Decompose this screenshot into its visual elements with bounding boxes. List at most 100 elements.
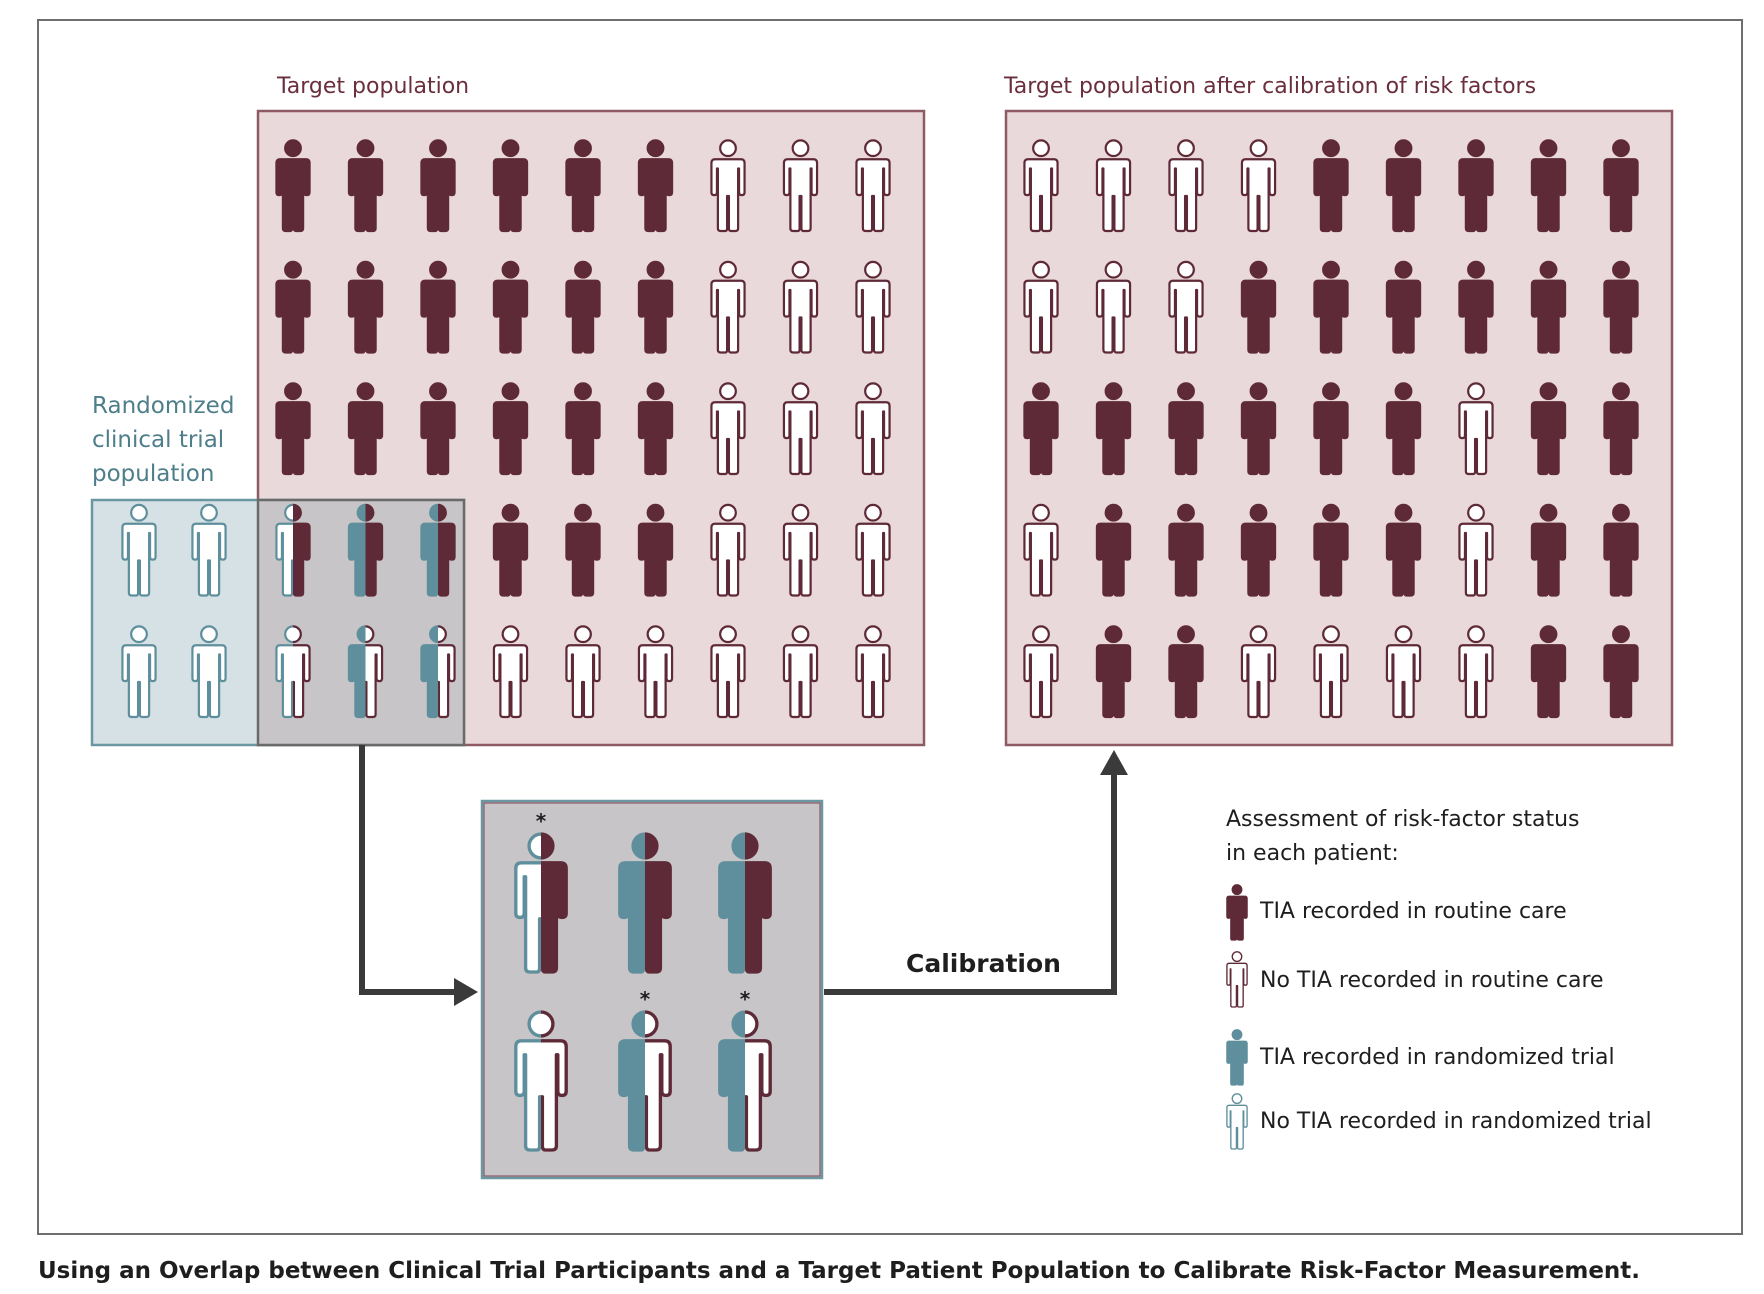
calibrated-population-icons [1023,139,1639,719]
legend-title-line-2: in each patient: [1226,841,1399,866]
person-icon [855,139,891,233]
person-icon [1530,625,1567,719]
asterisk-marker: * [536,809,547,833]
person-icon [1458,260,1494,354]
trial-label-line-3: population [92,461,214,487]
person-icon [275,260,311,354]
person-icon [420,503,456,597]
person-icon [1095,503,1132,597]
person-icon [1458,625,1494,719]
person-icon [1168,139,1204,233]
person-icon [718,1010,772,1152]
trial-label-line-1: Randomized [92,393,234,419]
person-icon [1168,625,1204,719]
person-icon [191,625,227,719]
person-icon [420,625,456,719]
person-icon [637,503,674,597]
person-icon [855,382,891,476]
person-icon [855,260,891,354]
overlap-to-calibration-arrow [359,745,478,1006]
person-icon [492,260,529,354]
person-icon [1385,382,1422,476]
person-icon [1168,260,1204,354]
person-icon [1168,382,1204,476]
person-icon [1023,139,1059,233]
person-icon [275,503,311,597]
person-icon [618,832,672,974]
person-icon [1240,625,1277,719]
person-icon [565,139,601,233]
calibration-label: Calibration [906,949,1061,978]
person-icon [782,503,819,597]
legend-label-routine-no-tia: No TIA recorded in routine care [1260,968,1604,993]
person-icon [1240,503,1277,597]
person-icon [710,503,746,597]
asterisk-marker: * [640,987,651,1011]
person-icon [514,832,568,974]
person-icon [782,625,819,719]
legend-trial-filled-icon [1226,1029,1248,1086]
person-icon [1603,503,1639,597]
person-icon [1313,503,1349,597]
legend-icons [1226,884,1248,1150]
person-icon [782,260,819,354]
legend-title: Assessment of risk-factor status in each… [1226,807,1587,866]
person-icon [1023,260,1059,354]
figure-caption: Using an Overlap between Clinical Trial … [38,1258,1640,1284]
legend-title-line-1: Assessment of risk-factor status [1226,807,1580,832]
person-icon [191,503,227,597]
target-after-calibration-label: Target population after calibration of r… [1003,74,1536,99]
person-icon [1530,139,1567,233]
person-icon [1458,503,1494,597]
person-icon [1240,260,1277,354]
person-icon [710,260,746,354]
person-icon [718,832,772,974]
legend-routine-filled-icon [1226,884,1248,941]
person-icon [855,503,891,597]
person-icon [1385,260,1422,354]
person-icon [1095,382,1132,476]
person-icon [782,382,819,476]
legend-label-routine-tia: TIA recorded in routine care [1259,899,1567,924]
person-icon [1530,503,1567,597]
person-icon [782,139,819,233]
person-icon [1530,382,1567,476]
trial-label-line-2: clinical trial [92,427,224,453]
person-icon [565,625,601,719]
person-icon [710,625,746,719]
legend-label-trial-no-tia: No TIA recorded in randomized trial [1260,1109,1652,1134]
person-icon [565,382,601,476]
person-icon [347,260,384,354]
person-icon [1095,625,1132,719]
person-icon [1240,382,1277,476]
person-icon [565,503,601,597]
person-icon [1095,139,1132,233]
person-icon [492,503,529,597]
person-icon [514,1010,568,1152]
person-icon [710,139,746,233]
person-icon [275,625,311,719]
person-icon [492,139,529,233]
person-icon [855,625,891,719]
trial-population-label: Randomized clinical trial population [92,393,242,487]
legend-routine-hollow-icon [1226,951,1248,1008]
person-icon [1095,260,1132,354]
person-icon [1313,625,1349,719]
person-icon [637,139,674,233]
legend-trial-hollow-icon [1226,1093,1248,1150]
person-icon [1313,260,1349,354]
target-population-label: Target population [276,74,469,99]
person-icon [420,139,456,233]
person-icon [347,382,384,476]
person-icon [275,139,311,233]
person-icon [1603,139,1639,233]
person-icon [1168,503,1204,597]
person-icon [1240,139,1277,233]
person-icon [1023,503,1059,597]
person-icon [618,1010,672,1152]
person-icon [347,625,384,719]
person-icon [492,625,529,719]
person-icon [1603,382,1639,476]
legend-label-trial-tia: TIA recorded in randomized trial [1259,1045,1615,1070]
